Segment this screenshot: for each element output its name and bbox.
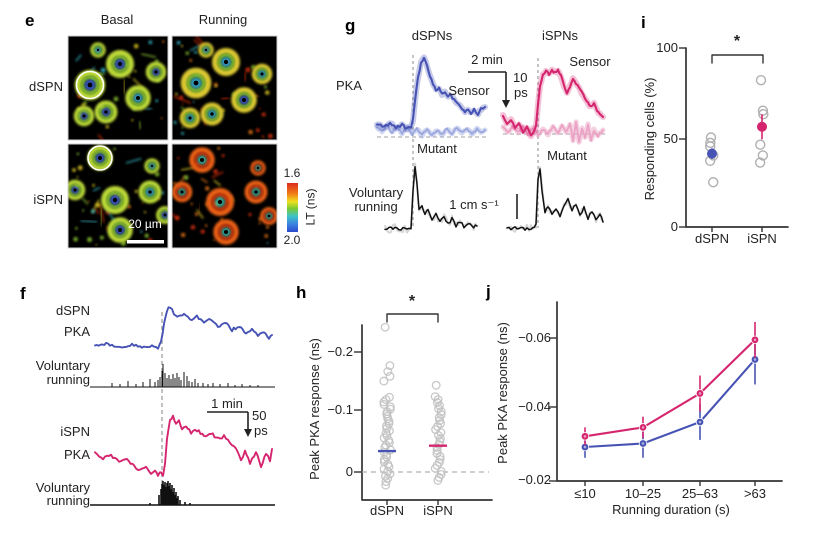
g-mutant-label-left: Mutant bbox=[417, 141, 457, 156]
g-sensor-label-right: Sensor bbox=[569, 54, 611, 69]
j-xtick-le10: ≤10 bbox=[574, 486, 596, 501]
panel-j-label: j bbox=[486, 282, 491, 301]
i-ytick-100: 100 bbox=[656, 40, 678, 55]
g-running-label-1: Voluntary bbox=[348, 185, 404, 200]
g-amp-scale-value: 10 bbox=[513, 70, 528, 85]
g-speed-scale: 1 cm s⁻¹ bbox=[449, 197, 499, 212]
f-trace1-name: dSPN bbox=[56, 303, 90, 318]
h-ytick-0.2: −0.2 bbox=[327, 344, 353, 359]
j-y-axis-label: Peak PKA response (ns) bbox=[494, 322, 510, 464]
chart-j-series bbox=[580, 321, 760, 458]
h-ytick-0: 0 bbox=[345, 464, 353, 479]
colorbar-min: 2.0 bbox=[283, 233, 301, 247]
i-ytick-50: 50 bbox=[663, 131, 678, 146]
h-y-axis-label: Peak PKA response (ns) bbox=[306, 338, 322, 480]
g-right-title: iSPNs bbox=[541, 28, 579, 43]
f-trace2-name: iSPN bbox=[60, 424, 90, 439]
i-xtick-ispn: iSPN bbox=[747, 231, 777, 246]
f-trace1-signal: PKA bbox=[63, 324, 90, 339]
h-xtick-ispn: iSPN bbox=[423, 503, 453, 518]
i-y-axis-label: Responding cells (%) bbox=[641, 77, 657, 201]
f-time-scale: 1 min bbox=[211, 396, 243, 411]
h-significance-asterisk: * bbox=[408, 293, 416, 310]
j-ytick-0.06: −0.06 bbox=[518, 330, 551, 345]
colorbar-max: 1.6 bbox=[283, 166, 301, 180]
row-label-dspn: dSPN bbox=[29, 79, 63, 94]
j-x-axis-label: Running duration (s) bbox=[612, 502, 730, 517]
j-ytick-0.04: −0.04 bbox=[518, 399, 551, 414]
panel-e-label: e bbox=[25, 11, 35, 30]
h-xtick-dspn: dSPN bbox=[370, 503, 404, 518]
chart-h-points bbox=[378, 322, 447, 490]
panel-h-label: h bbox=[296, 283, 307, 302]
f-amp-scale-unit: ps bbox=[254, 423, 268, 438]
g-amp-scale-unit: ps bbox=[514, 85, 528, 100]
j-ytick-0.02: −0.02 bbox=[518, 472, 551, 487]
panel-f-label: f bbox=[20, 284, 26, 303]
f-amp-scale-value: 50 bbox=[252, 408, 267, 423]
i-xtick-dspn: dSPN bbox=[695, 231, 729, 246]
panel-g-label: g bbox=[345, 16, 356, 35]
i-ytick-0: 0 bbox=[670, 219, 678, 234]
j-xtick-gt63: >63 bbox=[743, 486, 767, 501]
g-signal-label: PKA bbox=[335, 78, 362, 93]
f-running1-label-2: running bbox=[46, 372, 90, 387]
colorbar-axis-label: LT (ns) bbox=[303, 188, 318, 226]
f-running1-label-1: Voluntary bbox=[35, 358, 90, 373]
column-header-basal: Basal bbox=[100, 12, 134, 27]
g-running-label-2: running bbox=[354, 199, 398, 214]
g-sensor-label-left: Sensor bbox=[448, 83, 490, 98]
g-time-scale: 2 min bbox=[471, 52, 503, 67]
row-label-ispn: iSPN bbox=[33, 192, 63, 207]
micrograph-grid bbox=[67, 35, 298, 249]
g-left-title: dSPNs bbox=[411, 28, 453, 43]
chart-i-points bbox=[704, 75, 769, 188]
panel-i-label: i bbox=[641, 13, 646, 32]
axes-and-traces bbox=[90, 47, 789, 507]
h-ytick-0.1: −0.1 bbox=[327, 402, 353, 417]
scale-bar-label: 20 µm bbox=[128, 217, 162, 231]
g-mutant-label-right: Mutant bbox=[547, 148, 587, 163]
j-xtick-25-63: 25–63 bbox=[681, 486, 719, 501]
f-running2-label-1: Voluntary bbox=[35, 480, 90, 495]
f-running2-label-2: running bbox=[46, 493, 90, 508]
i-significance-asterisk: * bbox=[733, 33, 741, 50]
j-xtick-10-25: 10–25 bbox=[624, 486, 662, 501]
f-trace2-signal: PKA bbox=[63, 447, 90, 462]
column-header-running: Running bbox=[198, 12, 248, 27]
